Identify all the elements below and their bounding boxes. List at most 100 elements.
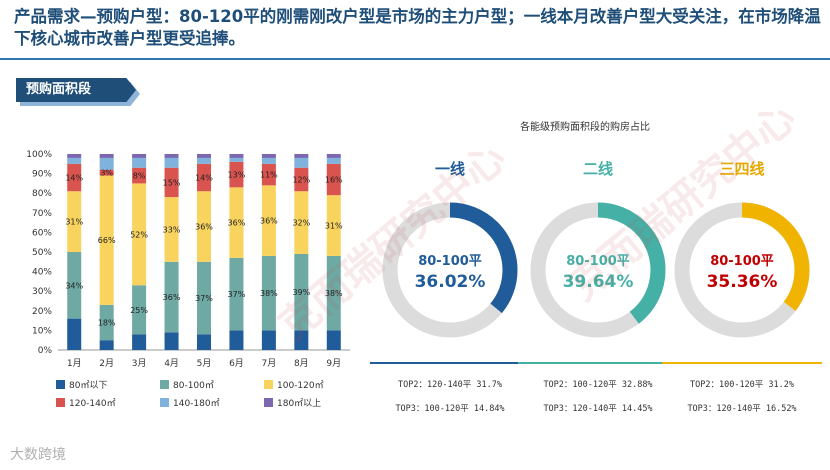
bar-segment bbox=[294, 253, 309, 331]
top3-text: TOP3：120-140平 14.45% bbox=[543, 404, 653, 414]
y-tick-label: 60% bbox=[32, 228, 52, 238]
data-label: 36% bbox=[163, 293, 181, 302]
legend-item: 180㎡以上 bbox=[264, 396, 321, 409]
bar-segment bbox=[261, 185, 276, 256]
legend-swatch bbox=[56, 380, 65, 389]
donut-slice bbox=[530, 202, 666, 338]
legend-swatch bbox=[264, 398, 273, 407]
bar-segment bbox=[99, 169, 114, 176]
bar-segment bbox=[261, 255, 276, 331]
bar-segment bbox=[132, 157, 147, 168]
bar-segment bbox=[261, 157, 276, 164]
bar-segment bbox=[197, 163, 211, 192]
bar-segment bbox=[326, 255, 341, 331]
data-label: 52% bbox=[130, 230, 148, 239]
bar-segment bbox=[294, 157, 309, 168]
data-label: 32% bbox=[292, 219, 310, 228]
legend-swatch bbox=[160, 380, 169, 389]
bar-segment bbox=[164, 261, 179, 333]
data-label: 36% bbox=[195, 223, 213, 232]
bar-segment bbox=[99, 154, 114, 158]
y-tick-label: 30% bbox=[32, 287, 52, 297]
x-tick-label: 1月 bbox=[67, 358, 82, 369]
section-tag: 预购面积段 bbox=[16, 78, 136, 102]
accent-line bbox=[662, 362, 822, 364]
bar-segment bbox=[197, 191, 211, 262]
bar-segment bbox=[99, 304, 114, 341]
bar-segment bbox=[132, 334, 147, 350]
donut-center-percent: 39.64% bbox=[562, 272, 634, 292]
legend-item: 80-100㎡ bbox=[160, 378, 214, 391]
y-tick-label: 70% bbox=[32, 209, 52, 219]
bar-segment bbox=[99, 157, 114, 170]
city-name: 三四线 bbox=[719, 160, 765, 178]
top2-text: TOP2：120-140平 31.7% bbox=[398, 380, 502, 390]
y-tick-label: 90% bbox=[32, 170, 52, 180]
legend-label: 80㎡以下 bbox=[69, 381, 108, 391]
data-label: 15% bbox=[163, 178, 181, 187]
data-label: 12% bbox=[292, 175, 310, 184]
bar-segment bbox=[326, 157, 341, 164]
bar-segment bbox=[294, 191, 309, 254]
data-label: 31% bbox=[325, 222, 343, 231]
donut-block: 三四线 80-100平 35.36% TOP2：100-120平 31.2% TOP3：… bbox=[662, 150, 822, 414]
accent-line bbox=[370, 362, 530, 364]
bar-segment bbox=[67, 318, 82, 350]
x-tick-label: 5月 bbox=[197, 358, 212, 369]
top2-text: TOP2：100-120平 31.2% bbox=[690, 380, 794, 390]
data-label: 14% bbox=[65, 174, 83, 183]
donut-block: 一线 80-100平 36.02% TOP2：120-140平 31.7% TOP3：1… bbox=[370, 150, 530, 414]
bar-segment bbox=[197, 157, 211, 164]
donut-slice bbox=[382, 202, 518, 338]
data-label: 38% bbox=[325, 289, 343, 298]
bar-segment bbox=[229, 187, 244, 258]
donut-center-percent: 35.36% bbox=[706, 272, 778, 292]
legend-swatch bbox=[56, 398, 65, 407]
donut-center-range: 80-100平 bbox=[710, 254, 774, 269]
data-label: 3% bbox=[100, 169, 113, 178]
data-label: 11% bbox=[260, 171, 278, 180]
data-label: 16% bbox=[325, 175, 343, 184]
bar-segment bbox=[132, 285, 147, 335]
donut-chart bbox=[382, 202, 518, 338]
legend-label: 120-140㎡ bbox=[69, 399, 116, 409]
bar-segment bbox=[229, 157, 244, 162]
bar-segment bbox=[294, 330, 309, 350]
bar-segment bbox=[326, 330, 341, 350]
legend-label: 180㎡以上 bbox=[277, 399, 322, 409]
headline: 产品需求—预购户型：80-120平的刚需刚改户型是市场的主力户型；一线本月改善户… bbox=[14, 7, 821, 48]
donut-chart bbox=[530, 202, 666, 338]
data-label: 13% bbox=[228, 171, 246, 180]
bar-segment bbox=[99, 175, 114, 305]
y-tick-label: 0% bbox=[38, 346, 53, 356]
bar-segment bbox=[294, 154, 309, 158]
y-tick-label: 80% bbox=[32, 189, 52, 199]
x-tick-label: 2月 bbox=[99, 358, 114, 369]
accent-line bbox=[518, 362, 678, 364]
donut-section-title: 各能级预购面积段的购房占比 bbox=[520, 122, 650, 133]
data-label: 39% bbox=[292, 288, 310, 297]
bar-segment bbox=[261, 330, 276, 350]
city-name: 一线 bbox=[434, 160, 465, 178]
data-label: 37% bbox=[228, 290, 246, 299]
legend-item: 120-140㎡ bbox=[56, 396, 116, 409]
x-tick-label: 3月 bbox=[132, 358, 147, 369]
city-name: 二线 bbox=[582, 160, 613, 178]
y-tick-label: 100% bbox=[26, 150, 52, 160]
donut-center-percent: 36.02% bbox=[414, 272, 486, 292]
bar-segment bbox=[67, 191, 82, 252]
bar-segment bbox=[326, 154, 341, 158]
bar-segment bbox=[229, 161, 244, 188]
donut-center-range: 80-100平 bbox=[566, 254, 630, 269]
bar-segment bbox=[132, 183, 147, 286]
x-tick-label: 7月 bbox=[262, 358, 277, 369]
bar-segment bbox=[132, 167, 147, 184]
data-label: 36% bbox=[260, 217, 278, 226]
legend-item: 80㎡以下 bbox=[56, 378, 107, 391]
data-label: 33% bbox=[163, 225, 181, 234]
legend-item: 100-120㎡ bbox=[264, 378, 324, 391]
y-tick-label: 20% bbox=[32, 307, 52, 317]
bar-segment bbox=[164, 167, 179, 198]
data-label: 37% bbox=[195, 294, 213, 303]
data-label: 14% bbox=[195, 174, 213, 183]
